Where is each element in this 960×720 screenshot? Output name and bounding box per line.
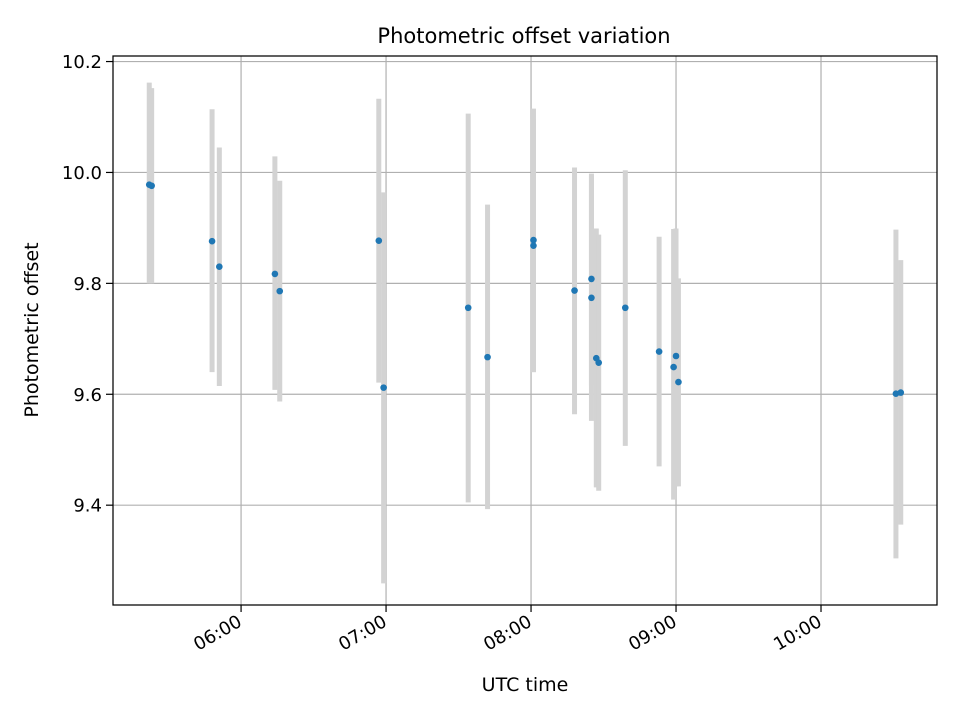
y-axis-label: Photometric offset [21,242,43,417]
data-point [675,378,682,386]
x-axis-label: UTC time [482,674,569,696]
data-point [276,287,284,295]
data-point [380,384,387,391]
data-point [571,287,578,294]
y-tick-label: 10.0 [62,163,102,184]
grid [113,56,937,605]
y-tick-label: 10.2 [62,52,102,73]
data-point [464,304,472,312]
data-point [655,348,663,355]
y-tick-label: 9.8 [73,274,102,295]
y-tick-label: 9.4 [73,496,102,517]
error-bars [146,82,904,584]
x-tick-label: 07:00 [335,611,390,655]
chart-title: Photometric offset variation [377,24,670,48]
data-point [530,242,537,249]
y-tick-label: 9.6 [73,385,102,406]
data-point [595,359,603,366]
data-points [145,181,905,398]
data-point [375,237,383,244]
x-tick-label: 06:00 [190,611,245,655]
data-point [208,237,216,245]
plot-area-frame [112,55,938,606]
data-point [484,353,491,361]
x-tick-label: 08:00 [480,611,535,655]
x-tick-label: 09:00 [625,611,680,655]
data-point [670,363,677,371]
data-point [621,304,629,312]
data-point [530,236,537,244]
x-tick-label: 10:00 [770,611,825,655]
data-point [588,275,595,283]
x-axis-ticks: 06:00 07:00 08:00 09:00 10:00 [190,605,826,655]
data-point [216,263,223,271]
y-axis-ticks: 9.4 9.6 9.8 10.0 10.2 [62,52,113,517]
data-point [672,352,680,360]
data-point [271,270,279,278]
data-point [588,294,595,302]
data-point [897,389,905,396]
data-point [148,182,155,190]
